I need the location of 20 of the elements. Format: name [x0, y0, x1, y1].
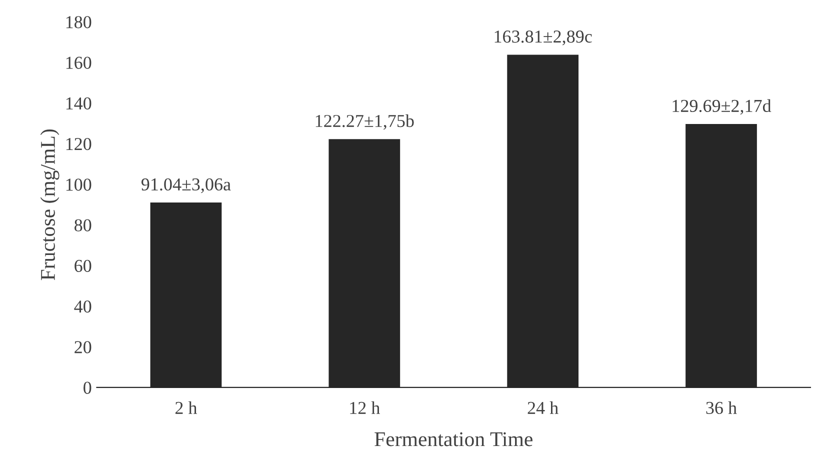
x-axis-title: Fermentation Time — [374, 432, 532, 446]
y-tick-label: 80 — [74, 219, 92, 232]
y-tick-label: 20 — [74, 341, 92, 354]
x-tick-label: 12 h — [350, 401, 380, 414]
y-tick-label: 160 — [66, 56, 92, 69]
data-label: 122.27±1,75b — [316, 114, 414, 130]
y-axis-title: Fructose (mg/mL) — [40, 129, 60, 280]
x-tick-label: 36 h — [706, 401, 737, 414]
y-tick-label: 0 — [84, 382, 92, 394]
x-tick-label: 2 h — [175, 401, 198, 414]
y-tick-label: 140 — [66, 97, 92, 110]
y-tick-label: 180 — [66, 16, 92, 28]
y-tick-label: 120 — [66, 138, 92, 150]
y-tick-label: 60 — [74, 260, 92, 272]
x-tick-label: 24 h — [528, 401, 558, 414]
data-label: 91.04±3,06a — [141, 178, 231, 194]
y-tick-label: 100 — [66, 178, 92, 191]
data-label: 129.69±2,17d — [672, 99, 772, 115]
data-label: 163.81±2,89c — [494, 30, 592, 46]
y-tick-label: 40 — [74, 300, 92, 313]
